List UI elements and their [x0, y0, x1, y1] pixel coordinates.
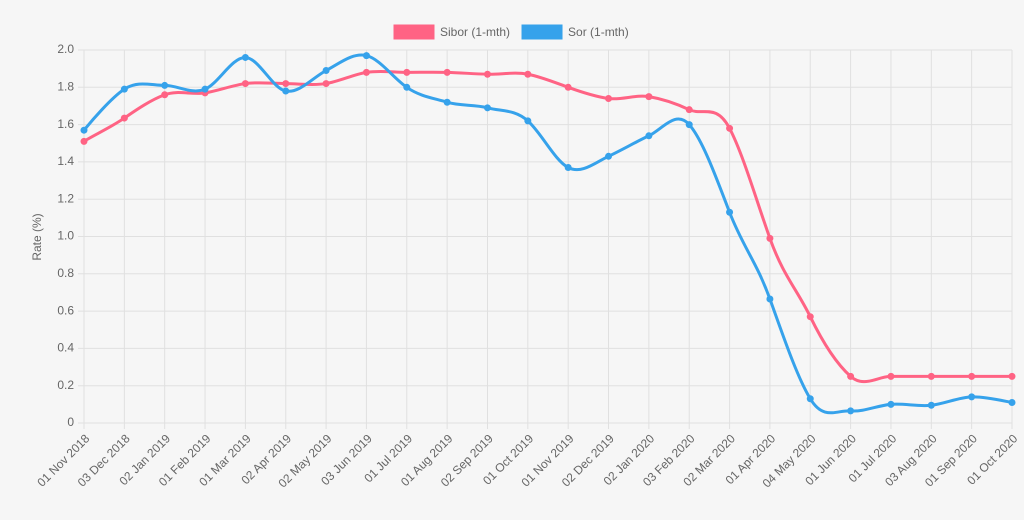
- data-point: [241, 80, 249, 88]
- data-point: [806, 395, 814, 403]
- data-point: [1008, 372, 1016, 380]
- data-point: [403, 68, 411, 76]
- y-tick-label: 1.8: [57, 79, 74, 93]
- legend-swatch: [521, 24, 563, 40]
- data-point: [726, 124, 734, 132]
- data-point: [927, 401, 935, 409]
- data-point: [322, 80, 330, 88]
- data-point: [161, 91, 169, 99]
- data-point: [403, 83, 411, 91]
- data-point: [201, 85, 209, 93]
- data-point: [241, 53, 249, 61]
- y-tick-label: 0.4: [57, 341, 74, 355]
- series-line: [83, 69, 1012, 384]
- data-point: [80, 126, 88, 134]
- data-point: [927, 372, 935, 380]
- y-tick-label: 1.2: [57, 191, 74, 205]
- data-point: [120, 114, 128, 122]
- data-point: [362, 52, 370, 60]
- y-tick-label: 1.0: [57, 229, 74, 243]
- y-tick-label: 1.4: [57, 154, 74, 168]
- data-point: [443, 98, 451, 106]
- y-tick-label: 0.2: [57, 378, 74, 392]
- legend: Sibor (1-mth) Sor (1-mth): [393, 24, 629, 40]
- data-point: [80, 137, 88, 145]
- data-point: [483, 104, 491, 112]
- y-axis-title: Rate (%): [30, 213, 44, 260]
- data-point: [322, 67, 330, 75]
- y-tick-label: 1.6: [57, 117, 74, 131]
- data-point: [443, 68, 451, 76]
- legend-swatch: [393, 24, 435, 40]
- data-point: [564, 83, 572, 91]
- data-point: [685, 121, 693, 129]
- y-tick-label: 0.6: [57, 303, 74, 317]
- y-tick-label: 0: [67, 415, 74, 429]
- data-point: [524, 70, 532, 78]
- data-point: [645, 93, 653, 101]
- series-line: [82, 53, 1013, 415]
- data-point: [726, 208, 734, 216]
- data-point: [685, 106, 693, 114]
- data-point: [1008, 398, 1016, 406]
- legend-label: Sibor (1-mth): [440, 25, 510, 39]
- y-tick-label: 0.8: [57, 266, 74, 280]
- data-point: [806, 313, 814, 321]
- data-point: [483, 70, 491, 78]
- data-point: [766, 295, 774, 303]
- data-point: [847, 407, 855, 415]
- data-point: [161, 81, 169, 89]
- legend-label: Sor (1-mth): [568, 25, 629, 39]
- data-point: [605, 152, 613, 160]
- data-point: [524, 117, 532, 125]
- data-point: [887, 372, 895, 380]
- data-point: [887, 400, 895, 408]
- data-point: [564, 163, 572, 171]
- data-point: [282, 80, 290, 88]
- data-point: [362, 68, 370, 76]
- data-point: [120, 85, 128, 93]
- y-tick-label: 2.0: [57, 42, 74, 56]
- data-point: [645, 132, 653, 140]
- data-point: [968, 393, 976, 401]
- data-point: [282, 87, 290, 95]
- data-point: [968, 372, 976, 380]
- data-point: [847, 372, 855, 380]
- data-point: [766, 234, 774, 242]
- data-point: [605, 94, 613, 102]
